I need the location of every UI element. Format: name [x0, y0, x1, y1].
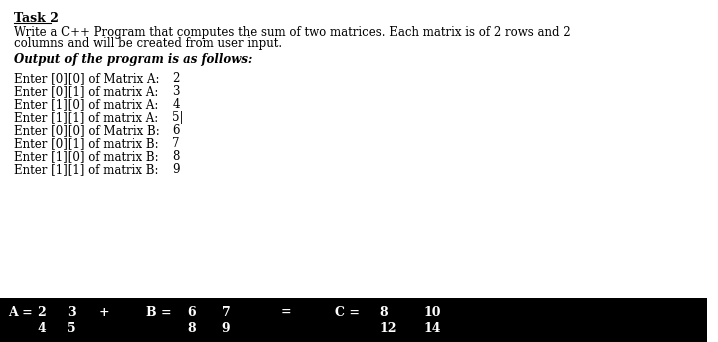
Text: 4: 4 [172, 98, 180, 111]
Text: Enter [0][1] of matrix B:: Enter [0][1] of matrix B: [14, 137, 159, 150]
Text: 6: 6 [172, 124, 180, 137]
Text: +: + [98, 306, 109, 319]
Text: 8: 8 [187, 322, 196, 335]
Bar [0, 298, 707, 342]
Text: Write a C++ Program that computes the sum of two matrices. Each matrix is of 2 r: Write a C++ Program that computes the su… [14, 26, 570, 39]
Text: 8: 8 [172, 150, 180, 163]
Text: C =: C = [335, 306, 360, 319]
Text: 7: 7 [222, 306, 230, 319]
Text: 6: 6 [187, 306, 196, 319]
Text: Output of the program is as follows:: Output of the program is as follows: [14, 53, 252, 66]
Text: Enter [0][0] of Matrix B:: Enter [0][0] of Matrix B: [14, 124, 159, 137]
Text: =: = [281, 306, 292, 319]
Text: 3: 3 [172, 85, 180, 98]
Text: 9: 9 [222, 322, 230, 335]
Text: 12: 12 [379, 322, 396, 335]
Text: 5: 5 [67, 322, 75, 335]
Text: 2: 2 [172, 72, 180, 85]
Text: columns and will be created from user input.: columns and will be created from user in… [14, 37, 282, 50]
Text: 5|: 5| [172, 111, 184, 124]
Text: 2: 2 [37, 306, 46, 319]
Text: Enter [0][1] of matrix A:: Enter [0][1] of matrix A: [14, 85, 158, 98]
Text: 8: 8 [379, 306, 388, 319]
Text: 4: 4 [37, 322, 46, 335]
Text: 7: 7 [172, 137, 180, 150]
Text: Enter [0][0] of Matrix A:: Enter [0][0] of Matrix A: [14, 72, 159, 85]
Text: Enter [1][0] of matrix A:: Enter [1][0] of matrix A: [14, 98, 158, 111]
Text: 9: 9 [172, 163, 180, 176]
Text: B =: B = [146, 306, 172, 319]
Text: A =: A = [8, 306, 32, 319]
Text: 14: 14 [424, 322, 441, 335]
Text: Enter [1][1] of matrix B:: Enter [1][1] of matrix B: [14, 163, 158, 176]
Text: 3: 3 [67, 306, 75, 319]
Text: Enter [1][0] of matrix B:: Enter [1][0] of matrix B: [14, 150, 159, 163]
Text: 10: 10 [424, 306, 441, 319]
Text: Enter [1][1] of matrix A:: Enter [1][1] of matrix A: [14, 111, 158, 124]
Text: Task 2: Task 2 [14, 12, 59, 25]
